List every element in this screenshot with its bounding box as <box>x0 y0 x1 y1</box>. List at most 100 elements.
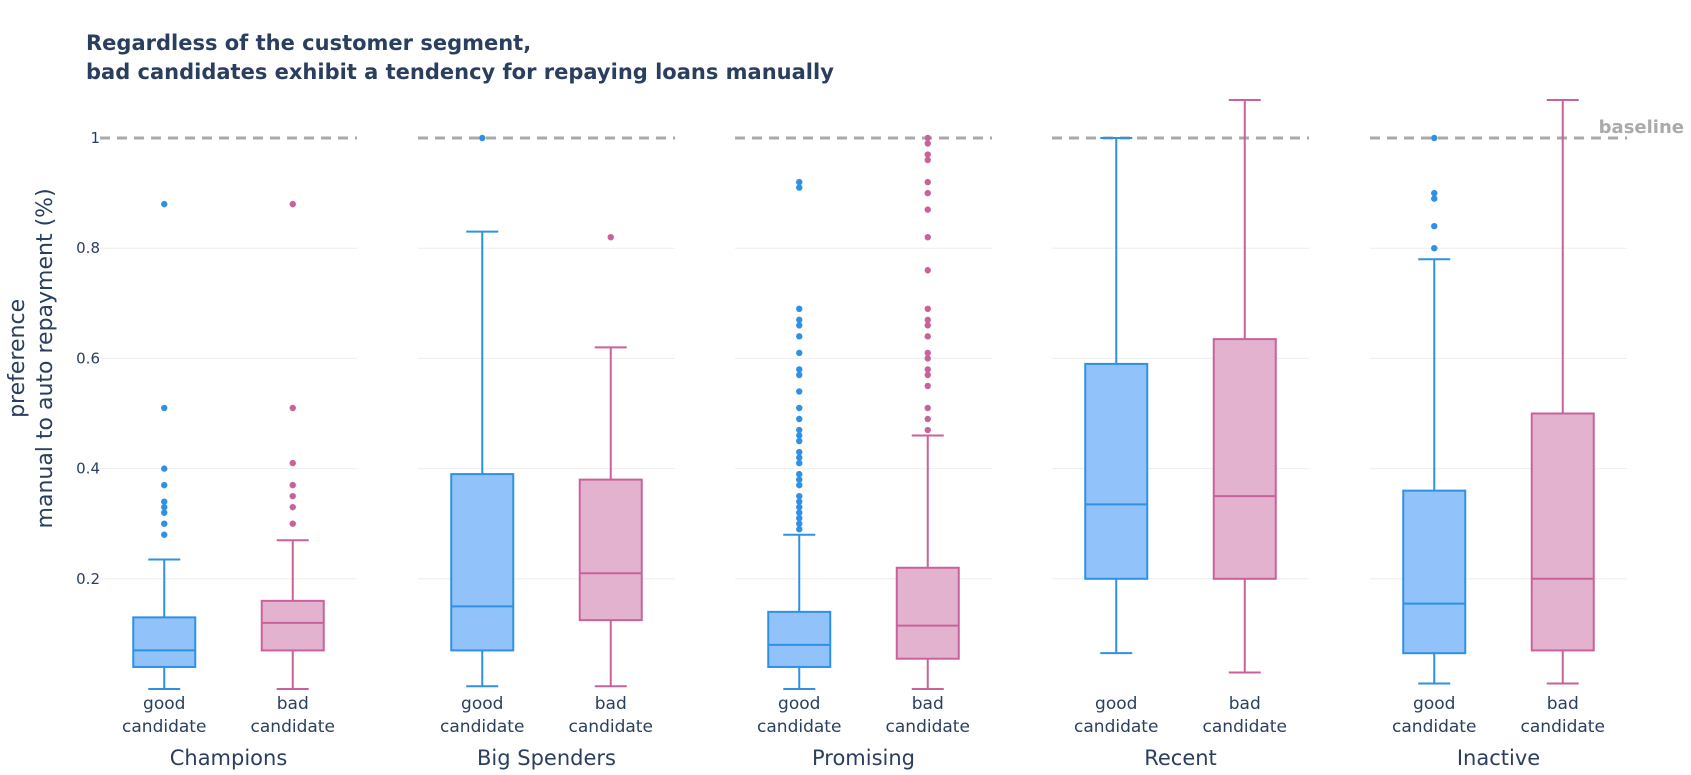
outlier-point <box>924 349 931 357</box>
outlier-point <box>796 514 803 522</box>
outlier-point <box>289 404 296 412</box>
outlier-point <box>924 156 931 164</box>
outlier-point <box>796 184 803 191</box>
iqr-box <box>1402 489 1467 655</box>
x-tick-label: bad <box>277 694 309 714</box>
outlier-point <box>924 206 931 213</box>
outlier-point <box>796 481 803 489</box>
x-tick-label: candidate <box>1392 717 1476 737</box>
outlier-point <box>161 200 168 208</box>
iqr-box <box>767 610 832 668</box>
outlier-point <box>479 134 486 142</box>
outlier-point <box>924 404 931 412</box>
outlier-point <box>924 151 931 158</box>
outlier-point <box>796 349 803 357</box>
outlier-point <box>796 178 803 186</box>
outlier-point <box>161 404 168 412</box>
outlier-point <box>161 531 168 538</box>
iqr-box <box>132 616 197 668</box>
outlier-point <box>796 388 803 395</box>
outlier-point <box>161 481 168 489</box>
outlier-point <box>924 233 931 241</box>
y-axis-label-line: manual to auto repayment (%) <box>33 188 58 528</box>
y-axis-label-line: preference <box>5 299 30 418</box>
outlier-point <box>924 426 931 434</box>
x-tick-label: candidate <box>757 717 841 737</box>
outlier-point <box>796 316 803 324</box>
outlier-point <box>161 465 168 472</box>
outlier-point <box>796 448 803 456</box>
outlier-point <box>289 492 296 500</box>
outlier-point <box>924 355 931 362</box>
outlier-point <box>1431 134 1438 142</box>
outlier-point <box>161 498 168 505</box>
outlier-point <box>924 305 931 313</box>
outlier-point <box>796 415 803 423</box>
y-tick-label: 0.4 <box>76 460 100 478</box>
facet-label: Big Spenders <box>477 746 616 770</box>
x-tick-label: good <box>778 694 820 714</box>
outlier-point <box>607 233 614 241</box>
outlier-point <box>796 305 803 313</box>
outlier-point <box>289 459 296 467</box>
outlier-point <box>924 382 931 390</box>
outlier-point <box>289 520 296 527</box>
y-tick-label: 1 <box>90 129 100 147</box>
outlier-point <box>924 189 931 197</box>
outlier-point <box>1431 189 1438 197</box>
outlier-point <box>796 498 803 505</box>
outlier-point <box>924 316 931 324</box>
outlier-point <box>796 492 803 500</box>
outlier-point <box>924 371 931 379</box>
outlier-point <box>289 481 296 489</box>
chart-title-line: Regardless of the customer segment, <box>86 31 531 55</box>
x-tick-label: bad <box>1547 694 1579 714</box>
outlier-point <box>796 366 803 373</box>
outlier-point <box>796 454 803 461</box>
outlier-point <box>796 437 803 445</box>
outlier-point <box>161 520 168 527</box>
facet-label: Promising <box>812 746 915 770</box>
x-tick-label: good <box>143 694 185 714</box>
outlier-point <box>796 470 803 478</box>
outlier-point <box>796 476 803 483</box>
iqr-box <box>260 599 325 652</box>
iqr-box <box>1212 338 1277 580</box>
iqr-box <box>895 566 960 660</box>
outlier-point <box>924 333 931 340</box>
facet-label: Champions <box>170 746 288 770</box>
outlier-point <box>924 366 931 373</box>
outlier-point <box>924 134 931 142</box>
outlier-point <box>924 322 931 329</box>
outlier-point <box>924 415 931 423</box>
outlier-point <box>796 509 803 516</box>
facet-label: Recent <box>1144 746 1217 770</box>
outlier-point <box>289 503 296 511</box>
baseline-label: baseline <box>1599 117 1684 138</box>
outlier-point <box>796 432 803 439</box>
outlier-point <box>796 426 803 434</box>
iqr-box <box>1084 362 1149 580</box>
outlier-point <box>796 526 803 533</box>
y-tick-label: 0.2 <box>76 570 100 588</box>
outlier-point <box>1431 245 1438 252</box>
x-tick-label: good <box>1095 694 1137 714</box>
iqr-box <box>450 473 515 652</box>
outlier-point <box>924 140 931 147</box>
x-tick-label: candidate <box>1203 717 1287 737</box>
x-tick-label: good <box>1413 694 1455 714</box>
x-tick-label: candidate <box>440 717 524 737</box>
outlier-point <box>796 503 803 511</box>
outlier-point <box>289 200 296 208</box>
y-tick-label: 0.8 <box>76 239 100 257</box>
outlier-point <box>924 267 931 274</box>
x-tick-label: candidate <box>1521 717 1605 737</box>
x-tick-label: candidate <box>569 717 653 737</box>
outlier-point <box>1431 195 1438 202</box>
y-axis-label: preference manual to auto repayment (%) <box>5 188 58 528</box>
y-tick-label: 0.6 <box>76 349 100 367</box>
outlier-point <box>796 322 803 329</box>
x-tick-label: candidate <box>251 717 335 737</box>
x-tick-label: candidate <box>122 717 206 737</box>
